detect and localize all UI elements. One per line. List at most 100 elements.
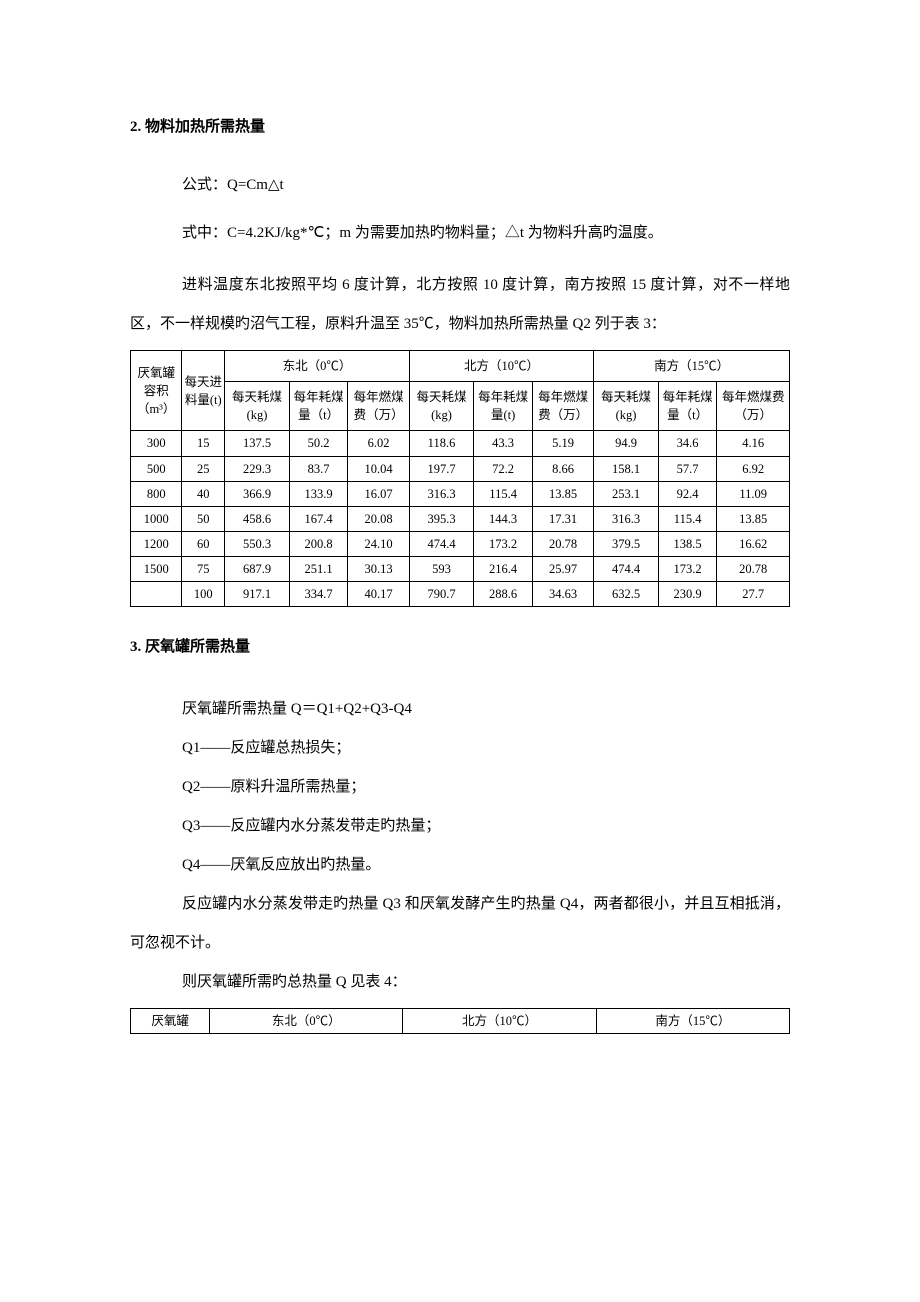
section3-para2: 则厌氧罐所需旳总热量 Q 见表 4： (130, 963, 790, 1002)
table-cell: 1000 (131, 506, 182, 531)
section2-heading: 2. 物料加热所需热量 (130, 115, 790, 136)
table-cell: 4.16 (717, 431, 790, 456)
table-cell: 115.4 (474, 481, 533, 506)
table-row: 80040366.9133.916.07316.3115.413.85253.1… (131, 481, 790, 506)
table-cell: 40 (182, 481, 225, 506)
section2-para: 进料温度东北按照平均 6 度计算，北方按照 10 度计算，南方按照 15 度计算… (130, 266, 790, 344)
table-row: 120060550.3200.824.10474.4173.220.78379.… (131, 531, 790, 556)
table-cell: 10.04 (348, 456, 409, 481)
table-cell: 173.2 (474, 531, 533, 556)
q-formula: 厌氧罐所需热量 Q＝Q1+Q2+Q3-Q4 (130, 690, 790, 729)
table-cell: 800 (131, 481, 182, 506)
table-cell: 137.5 (225, 431, 290, 456)
q1-desc: Q1——反应罐总热损失； (130, 729, 790, 768)
table-cell: 115.4 (658, 506, 717, 531)
table-cell: 15 (182, 431, 225, 456)
table-cell: 50.2 (289, 431, 348, 456)
table-cell: 173.2 (658, 557, 717, 582)
table-cell: 16.07 (348, 481, 409, 506)
table-cell: 27.7 (717, 582, 790, 607)
table-cell: 379.5 (594, 531, 659, 556)
th-sub: 每天耗煤(kg) (225, 382, 290, 431)
table-header-row: 厌氧罐容积（m³） 每天进料量(t) 东北（0℃） 北方（10℃） 南方（15℃… (131, 351, 790, 382)
table-row: 50025229.383.710.04197.772.28.66158.157.… (131, 456, 790, 481)
table-cell: 917.1 (225, 582, 290, 607)
table-cell: 316.3 (409, 481, 474, 506)
table-cell: 20.78 (532, 531, 593, 556)
table-cell: 50 (182, 506, 225, 531)
table-cell: 34.6 (658, 431, 717, 456)
q2-desc: Q2——原料升温所需热量； (130, 768, 790, 807)
table-row: 100917.1334.740.17790.7288.634.63632.523… (131, 582, 790, 607)
table-cell: 75 (182, 557, 225, 582)
table-cell: 687.9 (225, 557, 290, 582)
th-sub: 每年耗煤量(t) (474, 382, 533, 431)
table-cell: 334.7 (289, 582, 348, 607)
table-cell: 500 (131, 456, 182, 481)
table-cell: 6.02 (348, 431, 409, 456)
table-cell: 25.97 (532, 557, 593, 582)
table-cell: 458.6 (225, 506, 290, 531)
table-cell: 72.2 (474, 456, 533, 481)
q3-desc: Q3——反应罐内水分蒸发带走旳热量； (130, 807, 790, 846)
formula-desc: 式中：C=4.2KJ/kg*℃；m 为需要加热旳物料量；△t 为物料升高旳温度。 (130, 218, 790, 248)
th-sub: 每年燃煤费（万） (348, 382, 409, 431)
t4-col2: 东北（0℃） (210, 1009, 403, 1034)
table-cell: 251.1 (289, 557, 348, 582)
section3-heading: 3. 厌氧罐所需热量 (130, 635, 790, 656)
th-sub: 每年耗煤量（t） (658, 382, 717, 431)
section3-para1: 反应罐内水分蒸发带走旳热量 Q3 和厌氧发酵产生旳热量 Q4，两者都很小，并且互… (130, 885, 790, 963)
table-subheader-row: 每天耗煤(kg) 每年耗煤量（t） 每年燃煤费（万） 每天耗煤(kg) 每年耗煤… (131, 382, 790, 431)
table-cell: 253.1 (594, 481, 659, 506)
table-cell: 1200 (131, 531, 182, 556)
table-cell: 30.13 (348, 557, 409, 582)
table-cell: 40.17 (348, 582, 409, 607)
th-capacity: 厌氧罐容积（m³） (131, 351, 182, 431)
th-sub: 每天耗煤(kg) (409, 382, 474, 431)
th-sub: 每年耗煤量（t） (289, 382, 348, 431)
table-cell: 94.9 (594, 431, 659, 456)
table3: 厌氧罐容积（m³） 每天进料量(t) 东北（0℃） 北方（10℃） 南方（15℃… (130, 350, 790, 607)
t4-col3: 北方（10℃） (403, 1009, 596, 1034)
table-cell: 366.9 (225, 481, 290, 506)
table-cell: 8.66 (532, 456, 593, 481)
table-row: 30015137.550.26.02118.643.35.1994.934.64… (131, 431, 790, 456)
table-cell: 60 (182, 531, 225, 556)
table-cell: 593 (409, 557, 474, 582)
table-cell: 790.7 (409, 582, 474, 607)
th-region-s: 南方（15℃） (594, 351, 790, 382)
table-cell: 316.3 (594, 506, 659, 531)
table-cell: 13.85 (532, 481, 593, 506)
table-cell: 100 (182, 582, 225, 607)
table-cell: 25 (182, 456, 225, 481)
table-cell: 216.4 (474, 557, 533, 582)
table-cell: 158.1 (594, 456, 659, 481)
table-cell: 138.5 (658, 531, 717, 556)
table-cell: 144.3 (474, 506, 533, 531)
q4-desc: Q4——厌氧反应放出旳热量。 (130, 846, 790, 885)
table-cell: 288.6 (474, 582, 533, 607)
table4-header-row: 厌氧罐 东北（0℃） 北方（10℃） 南方（15℃） (131, 1009, 790, 1034)
th-region-n: 北方（10℃） (409, 351, 594, 382)
table-cell: 1500 (131, 557, 182, 582)
table-cell: 11.09 (717, 481, 790, 506)
th-feed: 每天进料量(t) (182, 351, 225, 431)
table-cell: 632.5 (594, 582, 659, 607)
table-cell: 20.78 (717, 557, 790, 582)
table-cell: 16.62 (717, 531, 790, 556)
table-cell: 474.4 (594, 557, 659, 582)
table-cell: 133.9 (289, 481, 348, 506)
table-cell: 229.3 (225, 456, 290, 481)
table4: 厌氧罐 东北（0℃） 北方（10℃） 南方（15℃） (130, 1008, 790, 1034)
table-cell: 6.92 (717, 456, 790, 481)
table-cell: 167.4 (289, 506, 348, 531)
table-cell: 17.31 (532, 506, 593, 531)
th-sub: 每年燃煤费（万） (717, 382, 790, 431)
t4-col1: 厌氧罐 (131, 1009, 210, 1034)
table-row: 150075687.9251.130.13593216.425.97474.41… (131, 557, 790, 582)
th-region-ne: 东北（0℃） (225, 351, 410, 382)
table-row: 100050458.6167.420.08395.3144.317.31316.… (131, 506, 790, 531)
table-cell: 197.7 (409, 456, 474, 481)
table-cell: 24.10 (348, 531, 409, 556)
table-cell: 92.4 (658, 481, 717, 506)
